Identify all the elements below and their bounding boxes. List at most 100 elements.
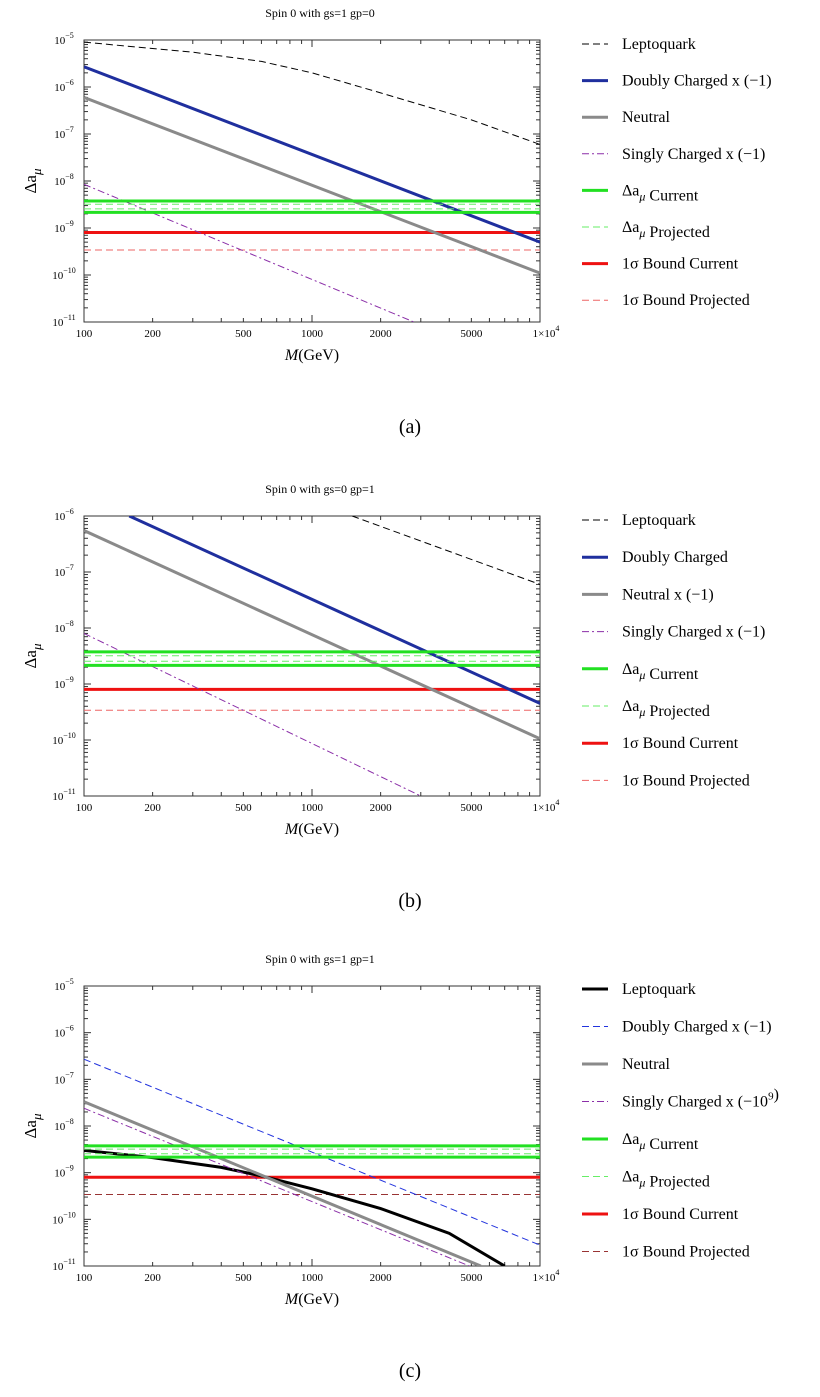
- legend-label: Singly Charged x (−1): [622, 624, 765, 641]
- series-5: [84, 655, 540, 662]
- legend-entry: Neutral: [582, 109, 671, 126]
- legend-entry: 1σ Bound Current: [582, 256, 739, 273]
- legend-entry: 1σ Bound Current: [582, 735, 739, 752]
- x-tick-label: 5000: [460, 1272, 483, 1284]
- panel-caption: (c): [399, 1360, 421, 1382]
- legend-label: Δaμ Current: [622, 182, 699, 204]
- x-tick-label: 1×104: [533, 324, 560, 340]
- y-axis-label: Δaμ: [21, 643, 44, 668]
- x-tick-label: 2000: [370, 1272, 393, 1284]
- x-axis-label: M(GeV): [284, 347, 339, 364]
- series-1: [128, 516, 540, 705]
- x-tick-label: 2000: [370, 802, 393, 814]
- legend-label: Δaμ Projected: [622, 1169, 710, 1191]
- chart-title: Spin 0 with gs=1 gp=0: [265, 6, 375, 20]
- legend-entry: Doubly Charged x (−1): [582, 73, 772, 90]
- y-axis-label: Δaμ: [21, 1113, 44, 1138]
- legend-entry: 1σ Bound Projected: [582, 772, 750, 789]
- y-tick-label: 10−9: [54, 219, 74, 235]
- plot-frame: [83, 39, 541, 323]
- legend-label: Doubly Charged: [622, 549, 728, 566]
- x-tick-label: 200: [144, 328, 161, 340]
- chart-panel-3: Spin 0 with gs=1 gp=1 100 200 500 1000 2000 50…: [21, 952, 779, 1382]
- x-tick-label: 500: [235, 1272, 252, 1284]
- legend-label: Doubly Charged x (−1): [622, 73, 772, 90]
- series-0: [84, 41, 540, 145]
- x-tick-label: 5000: [460, 802, 483, 814]
- y-tick-label: 10−11: [52, 787, 75, 803]
- legend-entry: 1σ Bound Projected: [582, 1244, 750, 1261]
- y-tick-label: 10−10: [52, 731, 76, 747]
- y-tick-label: 10−9: [54, 1164, 74, 1180]
- series-4: [84, 1144, 540, 1159]
- x-tick-label: 200: [144, 802, 161, 814]
- x-tick-label: 100: [76, 328, 93, 340]
- y-tick-label: 10−11: [52, 313, 75, 329]
- legend-entry: Δaμ Projected: [582, 1169, 710, 1191]
- legend-label: Doubly Charged x (−1): [622, 1019, 772, 1036]
- series-4: [84, 650, 540, 667]
- series-line: [84, 1058, 540, 1246]
- legend-label: Δaμ Projected: [622, 698, 710, 720]
- legend-entry: Δaμ Projected: [582, 219, 710, 241]
- x-tick-label: 1000: [301, 1272, 324, 1284]
- legend-entry: Singly Charged x (−109): [582, 1087, 779, 1111]
- legend-label: 1σ Bound Projected: [622, 772, 750, 789]
- y-tick-label: 10−8: [54, 619, 74, 635]
- legend-label: 1σ Bound Current: [622, 735, 739, 752]
- x-axis-label: M(GeV): [284, 821, 339, 838]
- x-tick-label: 100: [76, 1272, 93, 1284]
- series-1: [84, 1058, 540, 1246]
- legend-label: Singly Charged x (−1): [622, 146, 765, 163]
- legend-label: 1σ Bound Current: [622, 256, 739, 273]
- series-3: [84, 632, 421, 796]
- legend-label: 1σ Bound Current: [622, 1206, 739, 1223]
- x-tick-label: 1×104: [533, 1268, 560, 1284]
- legend-entry: Leptoquark: [582, 36, 696, 53]
- x-tick-label: 500: [235, 328, 252, 340]
- y-tick-label: 10−7: [54, 125, 74, 141]
- series-1: [84, 65, 540, 244]
- legend-entry: Singly Charged x (−1): [582, 624, 765, 641]
- series-line: [84, 529, 540, 741]
- chart-title: Spin 0 with gs=0 gp=1: [265, 482, 375, 496]
- legend-label: Leptoquark: [622, 36, 696, 53]
- legend-label: Δaμ Current: [622, 661, 699, 683]
- series-0: [84, 1148, 506, 1266]
- y-tick-label: 10−7: [54, 563, 74, 579]
- y-tick-label: 10−6: [54, 1024, 74, 1040]
- series-0: [351, 516, 540, 585]
- x-tick-label: 500: [235, 802, 252, 814]
- legend-entry: Neutral x (−1): [582, 586, 714, 603]
- y-tick-label: 10−5: [54, 977, 74, 993]
- legend-label: Δaμ Projected: [622, 219, 710, 241]
- legend-label: Leptoquark: [622, 981, 696, 998]
- series-line: [84, 1148, 506, 1266]
- x-tick-label: 1000: [301, 802, 324, 814]
- x-tick-label: 5000: [460, 328, 483, 340]
- y-tick-label: 10−7: [54, 1070, 74, 1086]
- x-tick-label: 1000: [301, 328, 324, 340]
- series-3: [84, 1107, 470, 1266]
- legend-entry: Doubly Charged x (−1): [582, 1019, 772, 1036]
- legend-label: Neutral: [622, 109, 671, 126]
- legend-entry: Δaμ Current: [582, 1131, 699, 1153]
- x-tick-label: 200: [144, 1272, 161, 1284]
- legend-label: Neutral x (−1): [622, 586, 714, 603]
- series-line: [128, 516, 540, 705]
- series-5: [84, 203, 540, 210]
- legend-label: 1σ Bound Projected: [622, 292, 750, 309]
- series-2: [84, 529, 540, 741]
- series-2: [84, 1100, 482, 1266]
- series-5: [84, 1148, 540, 1155]
- x-axis-label: M(GeV): [284, 1291, 339, 1308]
- legend-label: Neutral: [622, 1056, 671, 1073]
- plot-frame: [83, 985, 541, 1267]
- chart-title: Spin 0 with gs=1 gp=1: [265, 952, 375, 966]
- series-line: [84, 1100, 482, 1266]
- legend-label: Leptoquark: [622, 512, 696, 529]
- chart-panel-1: Spin 0 with gs=1 gp=0 100 200 500 1000 2000 50…: [21, 6, 772, 438]
- y-tick-label: 10−6: [54, 78, 74, 94]
- series-line: [84, 41, 540, 145]
